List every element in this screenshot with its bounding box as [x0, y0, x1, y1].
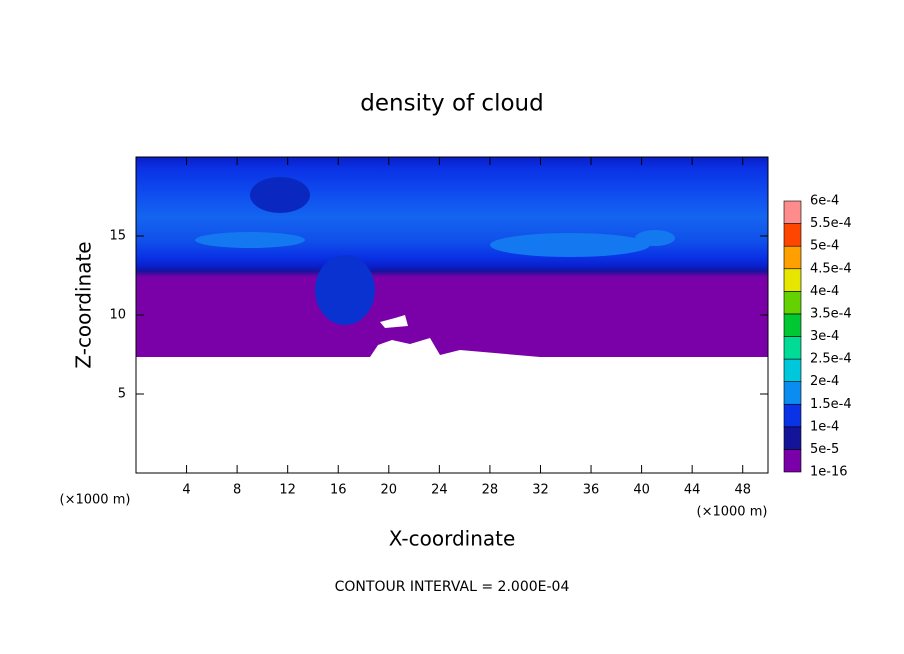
colorbar-box [783, 200, 802, 224]
colorbar-label: 2.5e-4 [810, 352, 852, 367]
x-tick-label: 32 [532, 483, 549, 498]
field-region [635, 230, 675, 246]
colorbar-box [783, 268, 802, 292]
x-axis-label: X-coordinate [389, 527, 516, 551]
y-unit: (×1000 m) [60, 493, 131, 508]
x-tick-label: 24 [431, 483, 448, 498]
chart-title: density of cloud [360, 91, 543, 117]
x-tick-label: 28 [482, 483, 499, 498]
colorbar-box [783, 223, 802, 247]
colorbar-box [783, 291, 802, 315]
colorbar-box [783, 358, 802, 382]
field-empty [380, 315, 408, 328]
x-tick-label: 36 [583, 483, 600, 498]
field-region [315, 255, 375, 325]
colorbar-box [783, 381, 802, 405]
y-tick-label: 5 [118, 387, 126, 402]
colorbar-label: 3.5e-4 [810, 306, 852, 321]
y-tick-label: 15 [109, 229, 126, 244]
x-tick-label: 20 [381, 483, 398, 498]
field-region [250, 177, 310, 213]
contour-field [136, 157, 768, 473]
colorbar-label: 5e-4 [810, 239, 839, 254]
x-tick-label: 44 [684, 483, 701, 498]
footer: CONTOUR INTERVAL = 2.000E-04 [335, 579, 570, 595]
colorbar-label: 2e-4 [810, 374, 839, 389]
colorbar-box [783, 403, 802, 428]
x-tick-label: 40 [633, 483, 650, 498]
colorbar-label: 5e-5 [810, 442, 839, 457]
y-axis-label: Z-coordinate [72, 241, 96, 368]
field-empty [136, 338, 768, 473]
colorbar-label: 4.5e-4 [810, 261, 852, 276]
y-tick-label: 10 [109, 308, 126, 323]
colorbar-label: 4e-4 [810, 284, 839, 299]
colorbar-box [783, 245, 802, 270]
x-unit: (×1000 m) [697, 505, 768, 520]
field-region [490, 233, 650, 257]
x-tick-label: 4 [182, 483, 190, 498]
colorbar-label: 6e-4 [810, 194, 839, 209]
field-background [136, 157, 768, 357]
x-tick-label: 12 [279, 483, 296, 498]
colorbar-label: 5.5e-4 [810, 216, 852, 231]
colorbar-label: 1e-16 [810, 465, 848, 480]
x-tick-label: 16 [330, 483, 347, 498]
colorbar-label: 1e-4 [810, 419, 839, 434]
x-tick-label: 8 [233, 483, 241, 498]
colorbar-box [783, 449, 802, 473]
x-tick-label: 48 [734, 483, 751, 498]
colorbar-box [783, 313, 802, 337]
colorbar-box [783, 426, 802, 450]
field-region [195, 232, 305, 248]
colorbar-label: 3e-4 [810, 329, 839, 344]
colorbar-box [783, 336, 802, 360]
colorbar-label: 1.5e-4 [810, 397, 852, 412]
